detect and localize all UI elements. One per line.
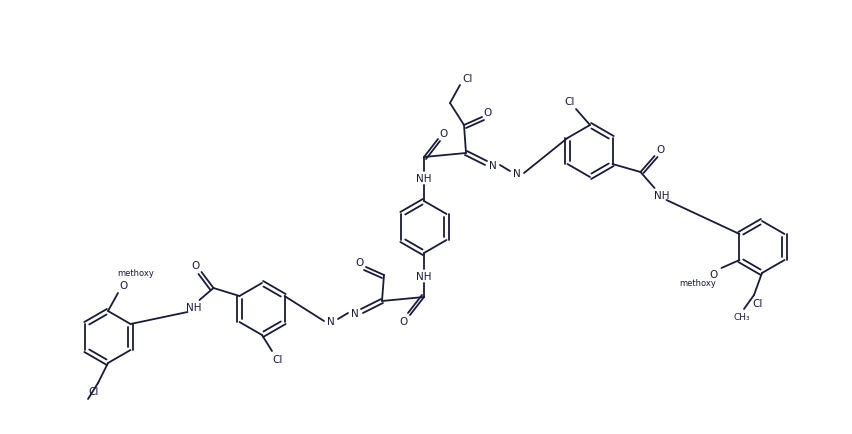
Text: Cl: Cl (463, 74, 473, 84)
Text: N: N (351, 308, 359, 318)
Text: O: O (120, 280, 128, 290)
Text: NH: NH (186, 302, 201, 312)
Text: methoxy: methoxy (118, 269, 154, 278)
Text: O: O (356, 257, 364, 267)
Text: Cl: Cl (753, 298, 763, 308)
Text: O: O (710, 270, 717, 279)
Text: O: O (656, 145, 665, 155)
Text: methoxy: methoxy (679, 278, 716, 287)
Text: N: N (513, 169, 521, 178)
Text: NH: NH (417, 271, 432, 281)
Text: CH₃: CH₃ (734, 313, 751, 322)
Text: Cl: Cl (273, 354, 283, 364)
Text: O: O (484, 108, 492, 118)
Text: O: O (440, 129, 448, 139)
Text: Cl: Cl (89, 386, 99, 396)
Text: N: N (489, 161, 497, 171)
Text: NH: NH (653, 191, 670, 201)
Text: O: O (192, 260, 199, 270)
Text: O: O (400, 316, 408, 326)
Text: N: N (327, 316, 335, 326)
Text: Cl: Cl (565, 97, 575, 107)
Text: NH: NH (417, 174, 432, 184)
